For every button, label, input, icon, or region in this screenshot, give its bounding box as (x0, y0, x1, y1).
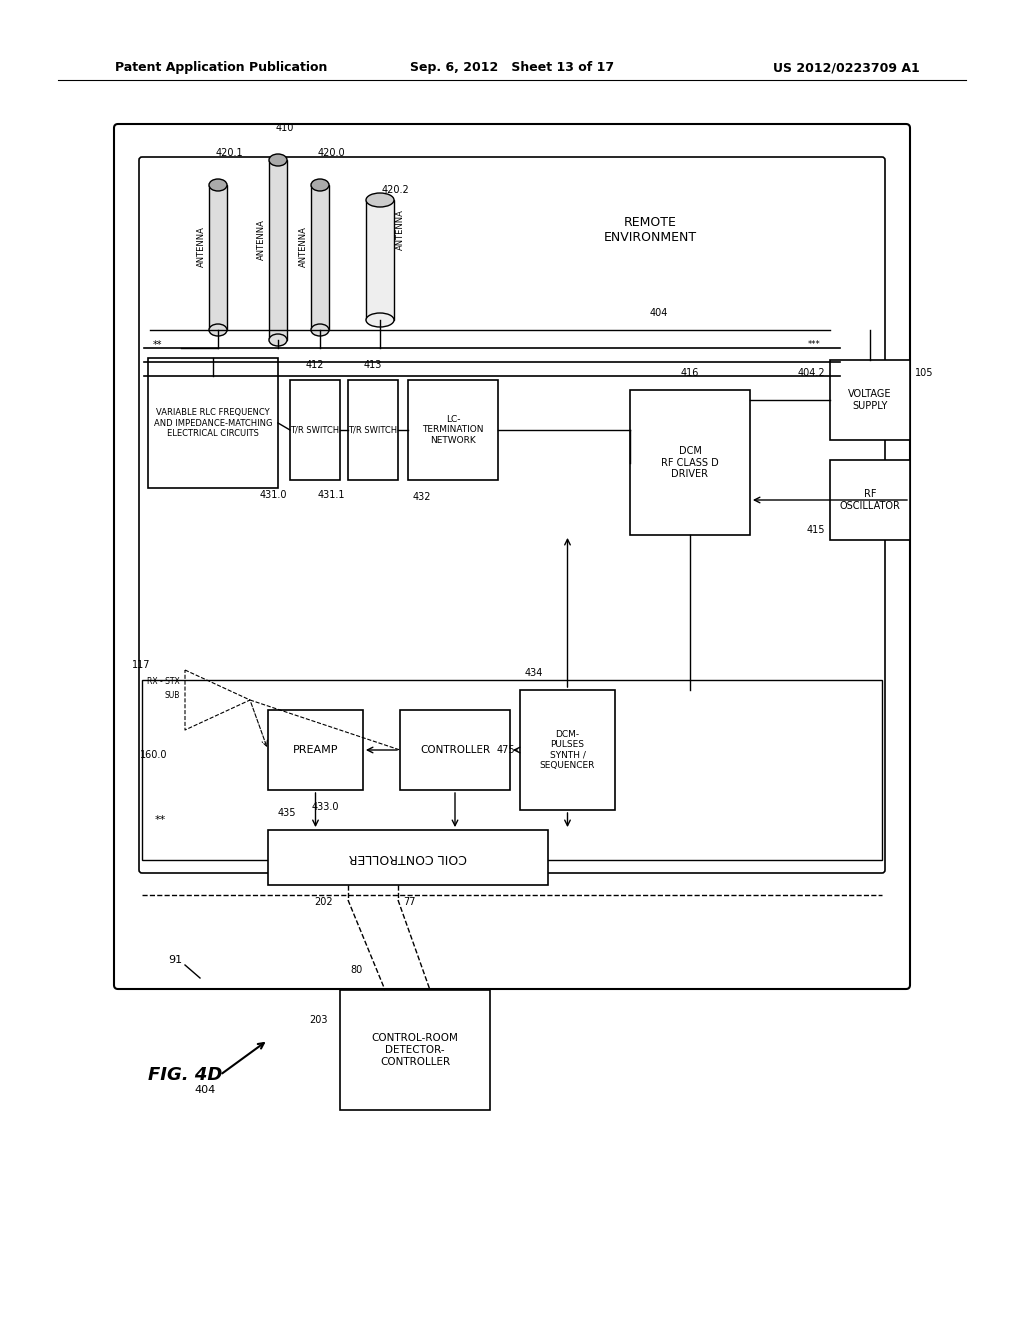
FancyBboxPatch shape (139, 157, 885, 873)
Bar (830, 459, 910, 540)
Text: 431.0: 431.0 (259, 490, 287, 500)
Ellipse shape (269, 154, 287, 166)
Bar (520, 690, 615, 810)
Text: ***: *** (807, 341, 820, 350)
Text: 160.0: 160.0 (140, 750, 168, 760)
Text: RF
OSCILLATOR: RF OSCILLATOR (840, 490, 900, 511)
FancyBboxPatch shape (114, 124, 910, 989)
Text: 404: 404 (650, 308, 669, 318)
Text: DCM
RF CLASS D
DRIVER: DCM RF CLASS D DRIVER (662, 446, 719, 479)
Text: T/R SWITCH: T/R SWITCH (291, 425, 340, 434)
Text: 431.1: 431.1 (317, 490, 345, 500)
Bar (269, 160, 287, 341)
Text: CONTROLLER: CONTROLLER (420, 744, 490, 755)
Text: 412: 412 (306, 360, 325, 370)
Text: ANTENNA: ANTENNA (257, 219, 266, 260)
Text: 410: 410 (276, 123, 294, 133)
Ellipse shape (366, 313, 394, 327)
Text: 203: 203 (309, 1015, 328, 1026)
Ellipse shape (209, 180, 227, 191)
Text: 432: 432 (413, 492, 431, 502)
Text: Sep. 6, 2012   Sheet 13 of 17: Sep. 6, 2012 Sheet 13 of 17 (410, 62, 614, 74)
Bar (290, 380, 340, 480)
Text: 91: 91 (168, 954, 182, 965)
Text: ANTENNA: ANTENNA (197, 227, 206, 268)
Text: 415: 415 (807, 525, 825, 535)
Text: 117: 117 (131, 660, 150, 671)
Ellipse shape (311, 323, 329, 337)
Text: 420.0: 420.0 (318, 148, 346, 158)
Text: US 2012/0223709 A1: US 2012/0223709 A1 (773, 62, 920, 74)
Text: COIL CONTROLLER: COIL CONTROLLER (349, 851, 467, 865)
Text: SUB: SUB (165, 690, 180, 700)
Bar (340, 990, 490, 1110)
Text: ANTENNA: ANTENNA (299, 227, 308, 268)
Text: RX - STX: RX - STX (147, 677, 180, 686)
Text: 420.2: 420.2 (382, 185, 410, 195)
Ellipse shape (209, 323, 227, 337)
Text: 413: 413 (364, 360, 382, 370)
Text: 77: 77 (403, 898, 416, 907)
Text: Patent Application Publication: Patent Application Publication (115, 62, 328, 74)
Text: 404.2: 404.2 (798, 368, 825, 378)
Text: 404: 404 (195, 1085, 216, 1096)
Text: **: ** (153, 341, 163, 350)
Text: FIG. 4D: FIG. 4D (148, 1067, 222, 1084)
Text: 433.0: 433.0 (311, 803, 339, 812)
Text: CONTROL-ROOM
DETECTOR-
CONTROLLER: CONTROL-ROOM DETECTOR- CONTROLLER (372, 1034, 459, 1067)
Bar (148, 358, 278, 488)
Ellipse shape (311, 180, 329, 191)
Bar (311, 185, 329, 330)
Text: 475: 475 (497, 744, 515, 755)
Text: ANTENNA: ANTENNA (396, 210, 406, 251)
Bar (400, 710, 510, 789)
Text: REMOTE
ENVIRONMENT: REMOTE ENVIRONMENT (603, 216, 696, 244)
Bar (142, 680, 882, 861)
Bar (366, 201, 394, 319)
Text: T/R SWITCH: T/R SWITCH (348, 425, 397, 434)
Text: 420.1: 420.1 (216, 148, 244, 158)
Text: 80: 80 (350, 965, 362, 975)
Text: 416: 416 (681, 368, 699, 378)
Bar (268, 710, 362, 789)
Text: VARIABLE RLC FREQUENCY
AND IMPEDANCE-MATCHING
ELECTRICAL CIRCUITS: VARIABLE RLC FREQUENCY AND IMPEDANCE-MAT… (154, 408, 272, 438)
Bar (348, 380, 398, 480)
Ellipse shape (269, 334, 287, 346)
Text: 434: 434 (525, 668, 544, 678)
Bar (209, 185, 227, 330)
Bar (830, 360, 910, 440)
Bar (630, 389, 750, 535)
Text: PREAMP: PREAMP (293, 744, 338, 755)
Text: 435: 435 (278, 808, 297, 818)
Ellipse shape (366, 193, 394, 207)
Bar (268, 830, 548, 884)
Text: VOLTAGE
SUPPLY: VOLTAGE SUPPLY (848, 389, 892, 411)
Text: LC-
TERMINATION
NETWORK: LC- TERMINATION NETWORK (422, 414, 483, 445)
Text: 202: 202 (314, 898, 333, 907)
Bar (408, 380, 498, 480)
Text: **: ** (155, 814, 166, 825)
Text: DCM-
PULSES
SYNTH /
SEQUENCER: DCM- PULSES SYNTH / SEQUENCER (540, 730, 595, 770)
Text: 105: 105 (915, 368, 934, 378)
